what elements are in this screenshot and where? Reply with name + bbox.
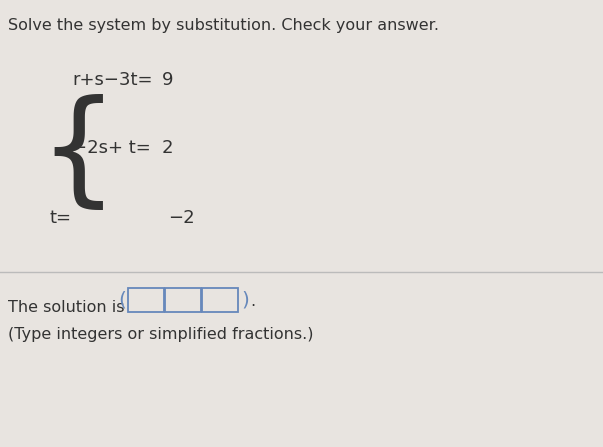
FancyBboxPatch shape — [128, 288, 164, 312]
Text: 9: 9 — [162, 71, 174, 89]
Text: .: . — [250, 295, 255, 309]
FancyBboxPatch shape — [202, 288, 238, 312]
Text: t=: t= — [50, 209, 72, 227]
Text: −2s+ t=: −2s+ t= — [72, 139, 151, 157]
Text: ): ) — [241, 291, 249, 309]
Text: 2: 2 — [162, 139, 174, 157]
Text: The solution is: The solution is — [8, 300, 130, 316]
Text: Solve the system by substitution. Check your answer.: Solve the system by substitution. Check … — [8, 18, 439, 33]
Text: {: { — [38, 94, 118, 215]
Text: (: ( — [118, 291, 126, 309]
FancyBboxPatch shape — [165, 288, 201, 312]
Text: −2: −2 — [168, 209, 195, 227]
Text: (Type integers or simplified fractions.): (Type integers or simplified fractions.) — [8, 328, 314, 342]
Text: r+s−3t=: r+s−3t= — [72, 71, 153, 89]
